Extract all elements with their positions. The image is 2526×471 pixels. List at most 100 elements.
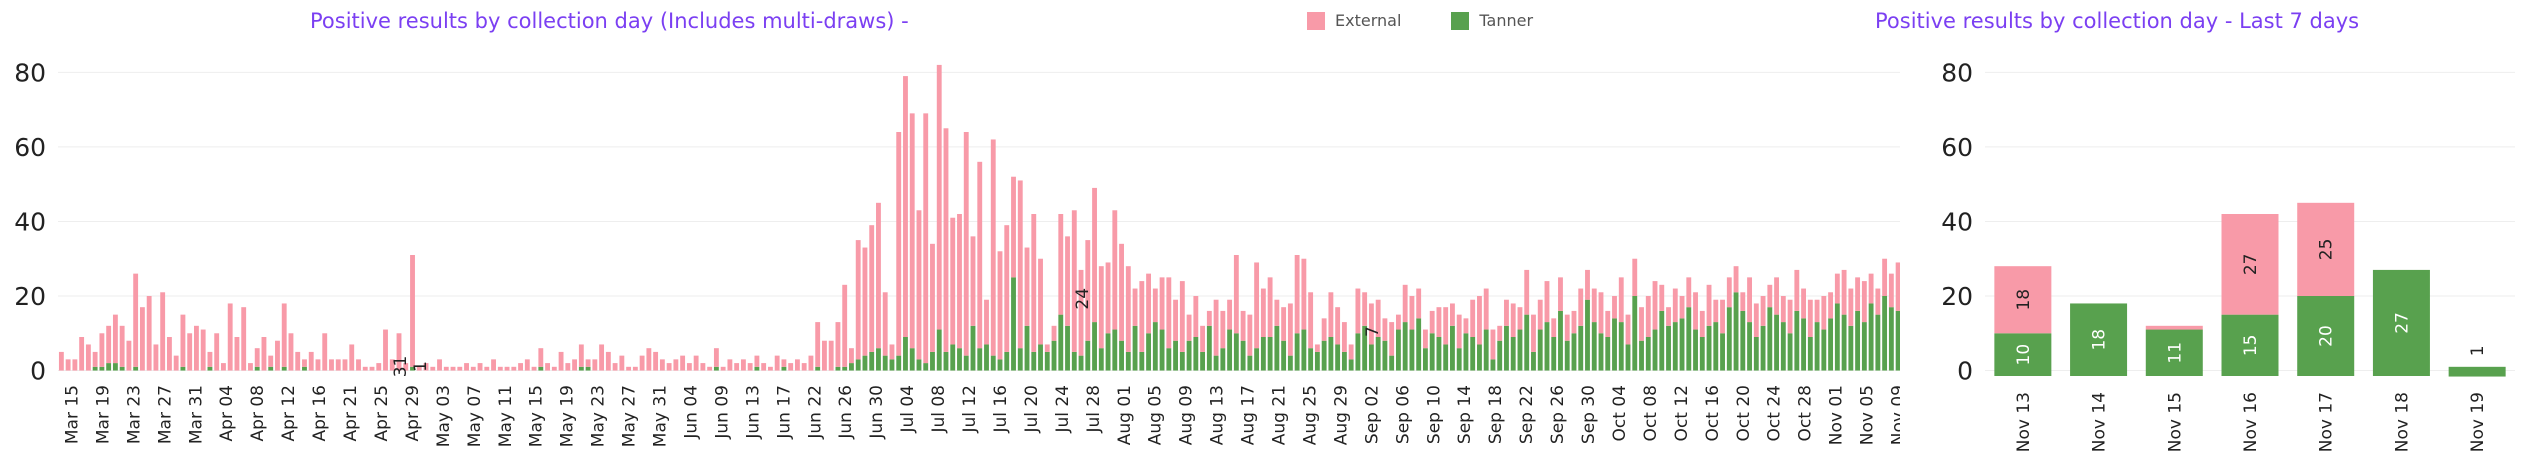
- bar-tanner: [1639, 340, 1644, 371]
- bar-tanner: [1125, 351, 1131, 371]
- bar-tanner: [849, 363, 854, 371]
- bar-external: [1639, 307, 1644, 341]
- bar-external: [112, 314, 118, 364]
- bar-external: [1821, 296, 1827, 330]
- bar-external: [1355, 288, 1361, 334]
- bar-external: [1693, 292, 1698, 330]
- bar-external: [1078, 269, 1084, 356]
- bar-external: [1166, 277, 1172, 349]
- bar-tanner: [112, 363, 118, 371]
- x-tick-label: Sep 18: [1486, 385, 1506, 444]
- bar-tanner: [1868, 303, 1874, 371]
- bar-external: [612, 363, 618, 371]
- x-tick-label: Aug 13: [1208, 385, 1228, 445]
- x-tick-label: Jul 20: [1022, 385, 1042, 434]
- bar-tanner: [876, 348, 881, 371]
- bar-tanner: [1760, 325, 1766, 371]
- bar-external: [403, 363, 409, 371]
- bar-tanner: [1652, 329, 1658, 371]
- bar-tanner: [1875, 314, 1881, 371]
- bar-external: [1747, 277, 1752, 323]
- bar-external: [720, 366, 726, 371]
- x-tick-label: Apr 25: [372, 385, 392, 441]
- bar-external: [734, 363, 740, 371]
- bar-tanner: [1780, 322, 1786, 371]
- bar-tanner: [254, 366, 260, 371]
- bar-external: [329, 359, 334, 371]
- x-tick-label: Oct 08: [1641, 385, 1661, 441]
- bar-external: [801, 363, 807, 371]
- bar-external: [1767, 284, 1773, 308]
- bar-external: [572, 359, 578, 371]
- bar-tanner: [1314, 351, 1320, 371]
- x-tick-label: Mar 31: [186, 385, 206, 444]
- bar-external: [437, 359, 442, 371]
- bar-external: [1645, 296, 1651, 337]
- data-label-tanner: 10: [2014, 344, 2034, 366]
- legend-item-tanner[interactable]: Tanner: [1451, 11, 1533, 30]
- bar-external: [1828, 292, 1834, 319]
- bar-external: [1834, 273, 1840, 304]
- bar-tanner: [1828, 318, 1834, 371]
- bar-external: [484, 366, 490, 371]
- bar-external: [855, 240, 861, 360]
- bar-tanner: [1240, 340, 1246, 371]
- bar-tanner: [1166, 348, 1172, 371]
- bar-tanner: [1213, 355, 1219, 371]
- bar-external: [1308, 292, 1314, 349]
- bar-external: [551, 366, 557, 371]
- bar-external: [1598, 292, 1604, 334]
- legend: External Tanner: [1307, 11, 1533, 30]
- bar-tanner: [1558, 310, 1563, 371]
- bar-external: [1753, 303, 1759, 337]
- bar-tanner: [1044, 351, 1050, 371]
- data-label: 31: [391, 356, 411, 378]
- bar-external: [1368, 303, 1374, 345]
- bar-tanner: [1058, 314, 1064, 371]
- bar-tanner: [1578, 325, 1584, 371]
- x-tick-label: Sep 10: [1424, 385, 1444, 444]
- bar-tanner: [1382, 340, 1388, 371]
- bar-tanner: [1740, 310, 1746, 371]
- bar-external: [835, 322, 841, 367]
- bar-tanner: [1011, 277, 1016, 371]
- bar-external: [2297, 202, 2355, 296]
- bar-tanner: [1564, 340, 1570, 371]
- bar-external: [680, 355, 686, 371]
- bar-external: [430, 366, 436, 371]
- bar-external: [1267, 277, 1273, 337]
- bar-tanner: [1078, 355, 1084, 371]
- bar-tanner: [1517, 329, 1523, 371]
- bar-external: [1186, 314, 1192, 341]
- bar-tanner: [1443, 344, 1449, 371]
- bar-external: [1591, 288, 1597, 323]
- bar-external: [1105, 262, 1111, 334]
- x-tick-label: Sep 14: [1455, 385, 1475, 444]
- bar-tanner: [1531, 351, 1536, 371]
- bar-external: [693, 355, 699, 371]
- bar-tanner: [1031, 351, 1037, 371]
- x-tick-label: Oct 04: [1610, 385, 1630, 441]
- bar-tanner: [1895, 310, 1900, 371]
- bar-external: [1875, 288, 1881, 315]
- bar-external: [1058, 214, 1064, 315]
- bar-tanner: [1882, 296, 1888, 371]
- bar-external: [1686, 277, 1692, 308]
- bar-tanner: [1753, 337, 1759, 371]
- data-label-tanner: 11: [2165, 342, 2185, 364]
- bar-external: [173, 355, 179, 371]
- bar-tanner: [984, 344, 989, 371]
- bar-external: [180, 314, 186, 367]
- bar-external: [79, 337, 85, 371]
- bar-external: [1848, 288, 1854, 326]
- data-label: 1: [411, 361, 431, 372]
- bar-tanner: [1193, 337, 1199, 371]
- bar-external: [984, 299, 989, 345]
- data-label-external: 25: [2317, 239, 2337, 261]
- bar-external: [1841, 269, 1847, 315]
- bar-external: [1807, 299, 1813, 337]
- bar-external: [578, 344, 584, 367]
- legend-item-external[interactable]: External: [1307, 11, 1401, 30]
- bar-tanner: [1994, 333, 2052, 376]
- bar-external: [923, 113, 929, 364]
